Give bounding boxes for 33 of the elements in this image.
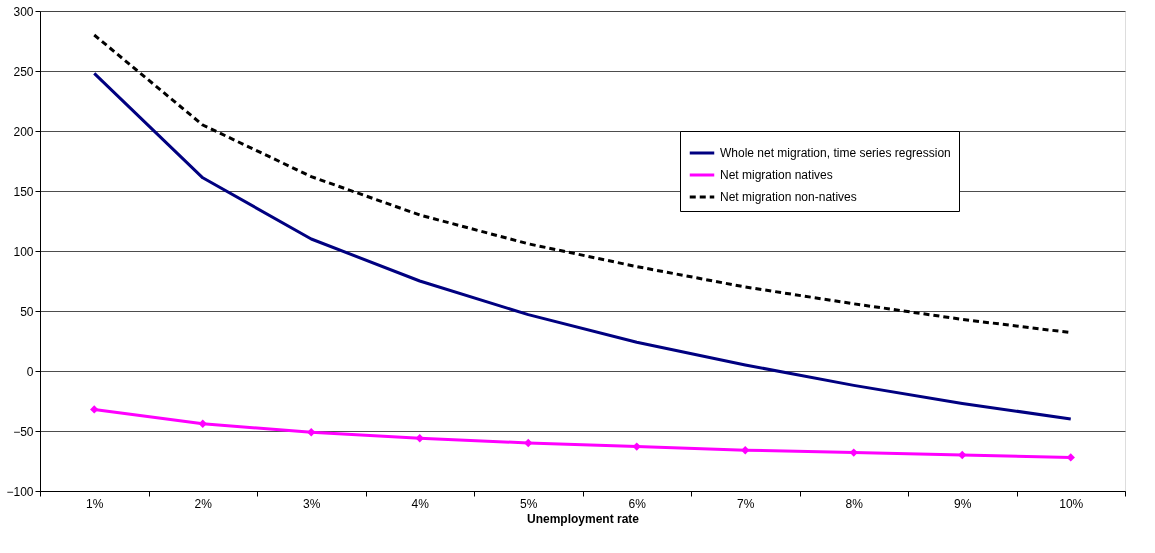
line-series [92,71,1073,421]
x-tick-label: 5% [520,496,538,511]
point [741,446,750,455]
y-tick-label: 100 [13,244,34,259]
y-tick-label: −100 [6,484,34,499]
point [632,442,641,451]
x-tick-label: 4% [411,496,430,511]
x-tick-label: 2% [194,496,213,511]
y-tick-label: 0 [26,364,34,379]
point [415,434,424,443]
point [1066,453,1075,462]
x-tick-label: 9% [954,496,972,511]
point [524,438,533,448]
point [90,405,99,414]
point [849,448,858,457]
y-tick-label: 300 [13,4,34,19]
y-tick-label: 200 [13,124,34,139]
x-tick-label: 3% [303,496,321,511]
x-tick-label: 7% [737,496,755,511]
y-tick-label: 250 [13,64,34,79]
point [958,450,967,460]
x-tick-label: 1% [86,496,104,511]
x-tick-label: 10% [1059,496,1084,511]
x-axis-title: Unemployment rate [526,511,640,526]
x-tick-label: 8% [845,496,864,511]
point [198,419,207,428]
legend-label: Whole net migration, time series regression [720,146,951,160]
x-tick-label: 6% [628,496,647,511]
legend-label: Net migration non-natives [720,190,857,204]
y-tick-label: −50 [13,424,34,439]
y-tick-label: 50 [20,304,34,319]
legend-label: Net migration natives [720,168,833,182]
y-tick-label: 150 [13,184,34,199]
